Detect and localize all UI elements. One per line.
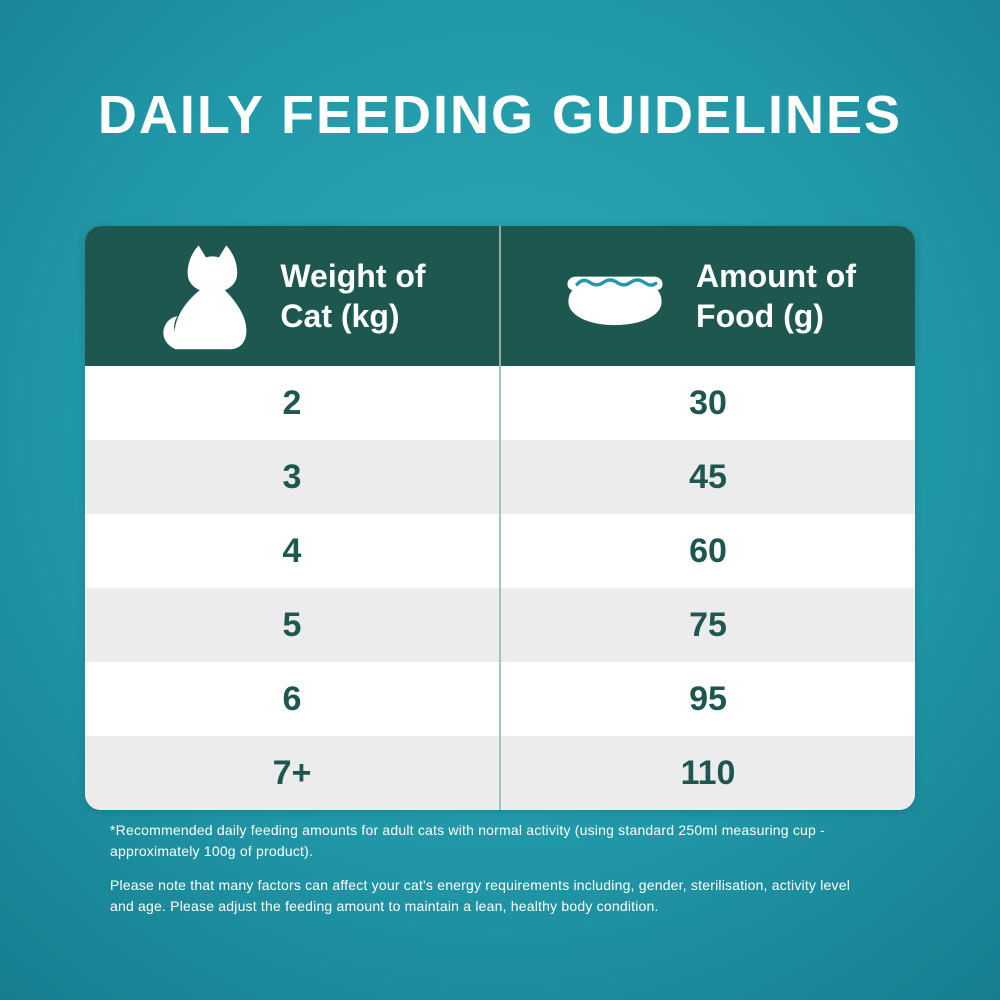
food-cell: 45 — [499, 440, 915, 514]
weight-cell: 3 — [282, 457, 302, 496]
footnote-recommended-amounts: *Recommended daily feeding amounts for a… — [110, 822, 825, 859]
table-row: 4 60 — [85, 514, 915, 588]
table-row: 6 95 — [85, 662, 915, 736]
cat-icon — [158, 240, 254, 352]
table-header: Weight of Cat (kg) Amount of Food (g) — [85, 226, 915, 366]
header-cell-food: Amount of Food (g) — [499, 226, 915, 366]
food-cell: 60 — [499, 514, 915, 588]
food-cell: 110 — [499, 736, 915, 810]
footnote-energy-factors: Please note that many factors can affect… — [110, 877, 851, 914]
weight-cell: 6 — [282, 679, 302, 718]
header-cell-weight: Weight of Cat (kg) — [85, 226, 499, 366]
feeding-table: Weight of Cat (kg) Amount of Food (g) 2 … — [85, 226, 915, 810]
table-row: 2 30 — [85, 366, 915, 440]
weight-cell: 4 — [282, 531, 302, 570]
table-row: 5 75 — [85, 588, 915, 662]
table-body: 2 30 3 45 4 60 5 75 6 95 7+ 110 — [85, 366, 915, 810]
food-cell: 75 — [499, 588, 915, 662]
column-header-food: Amount of Food (g) — [696, 258, 856, 334]
footnotes: *Recommended daily feeding amounts for a… — [110, 820, 940, 930]
bowl-icon — [560, 263, 670, 329]
table-row: 3 45 — [85, 440, 915, 514]
weight-cell: 7+ — [272, 753, 312, 792]
weight-cell: 5 — [282, 605, 302, 644]
food-cell: 30 — [499, 366, 915, 440]
food-cell: 95 — [499, 662, 915, 736]
page-title: DAILY FEEDING GUIDELINES — [97, 85, 903, 145]
table-row: 7+ 110 — [85, 736, 915, 810]
weight-cell: 2 — [282, 383, 302, 422]
column-header-weight: Weight of Cat (kg) — [280, 258, 426, 334]
